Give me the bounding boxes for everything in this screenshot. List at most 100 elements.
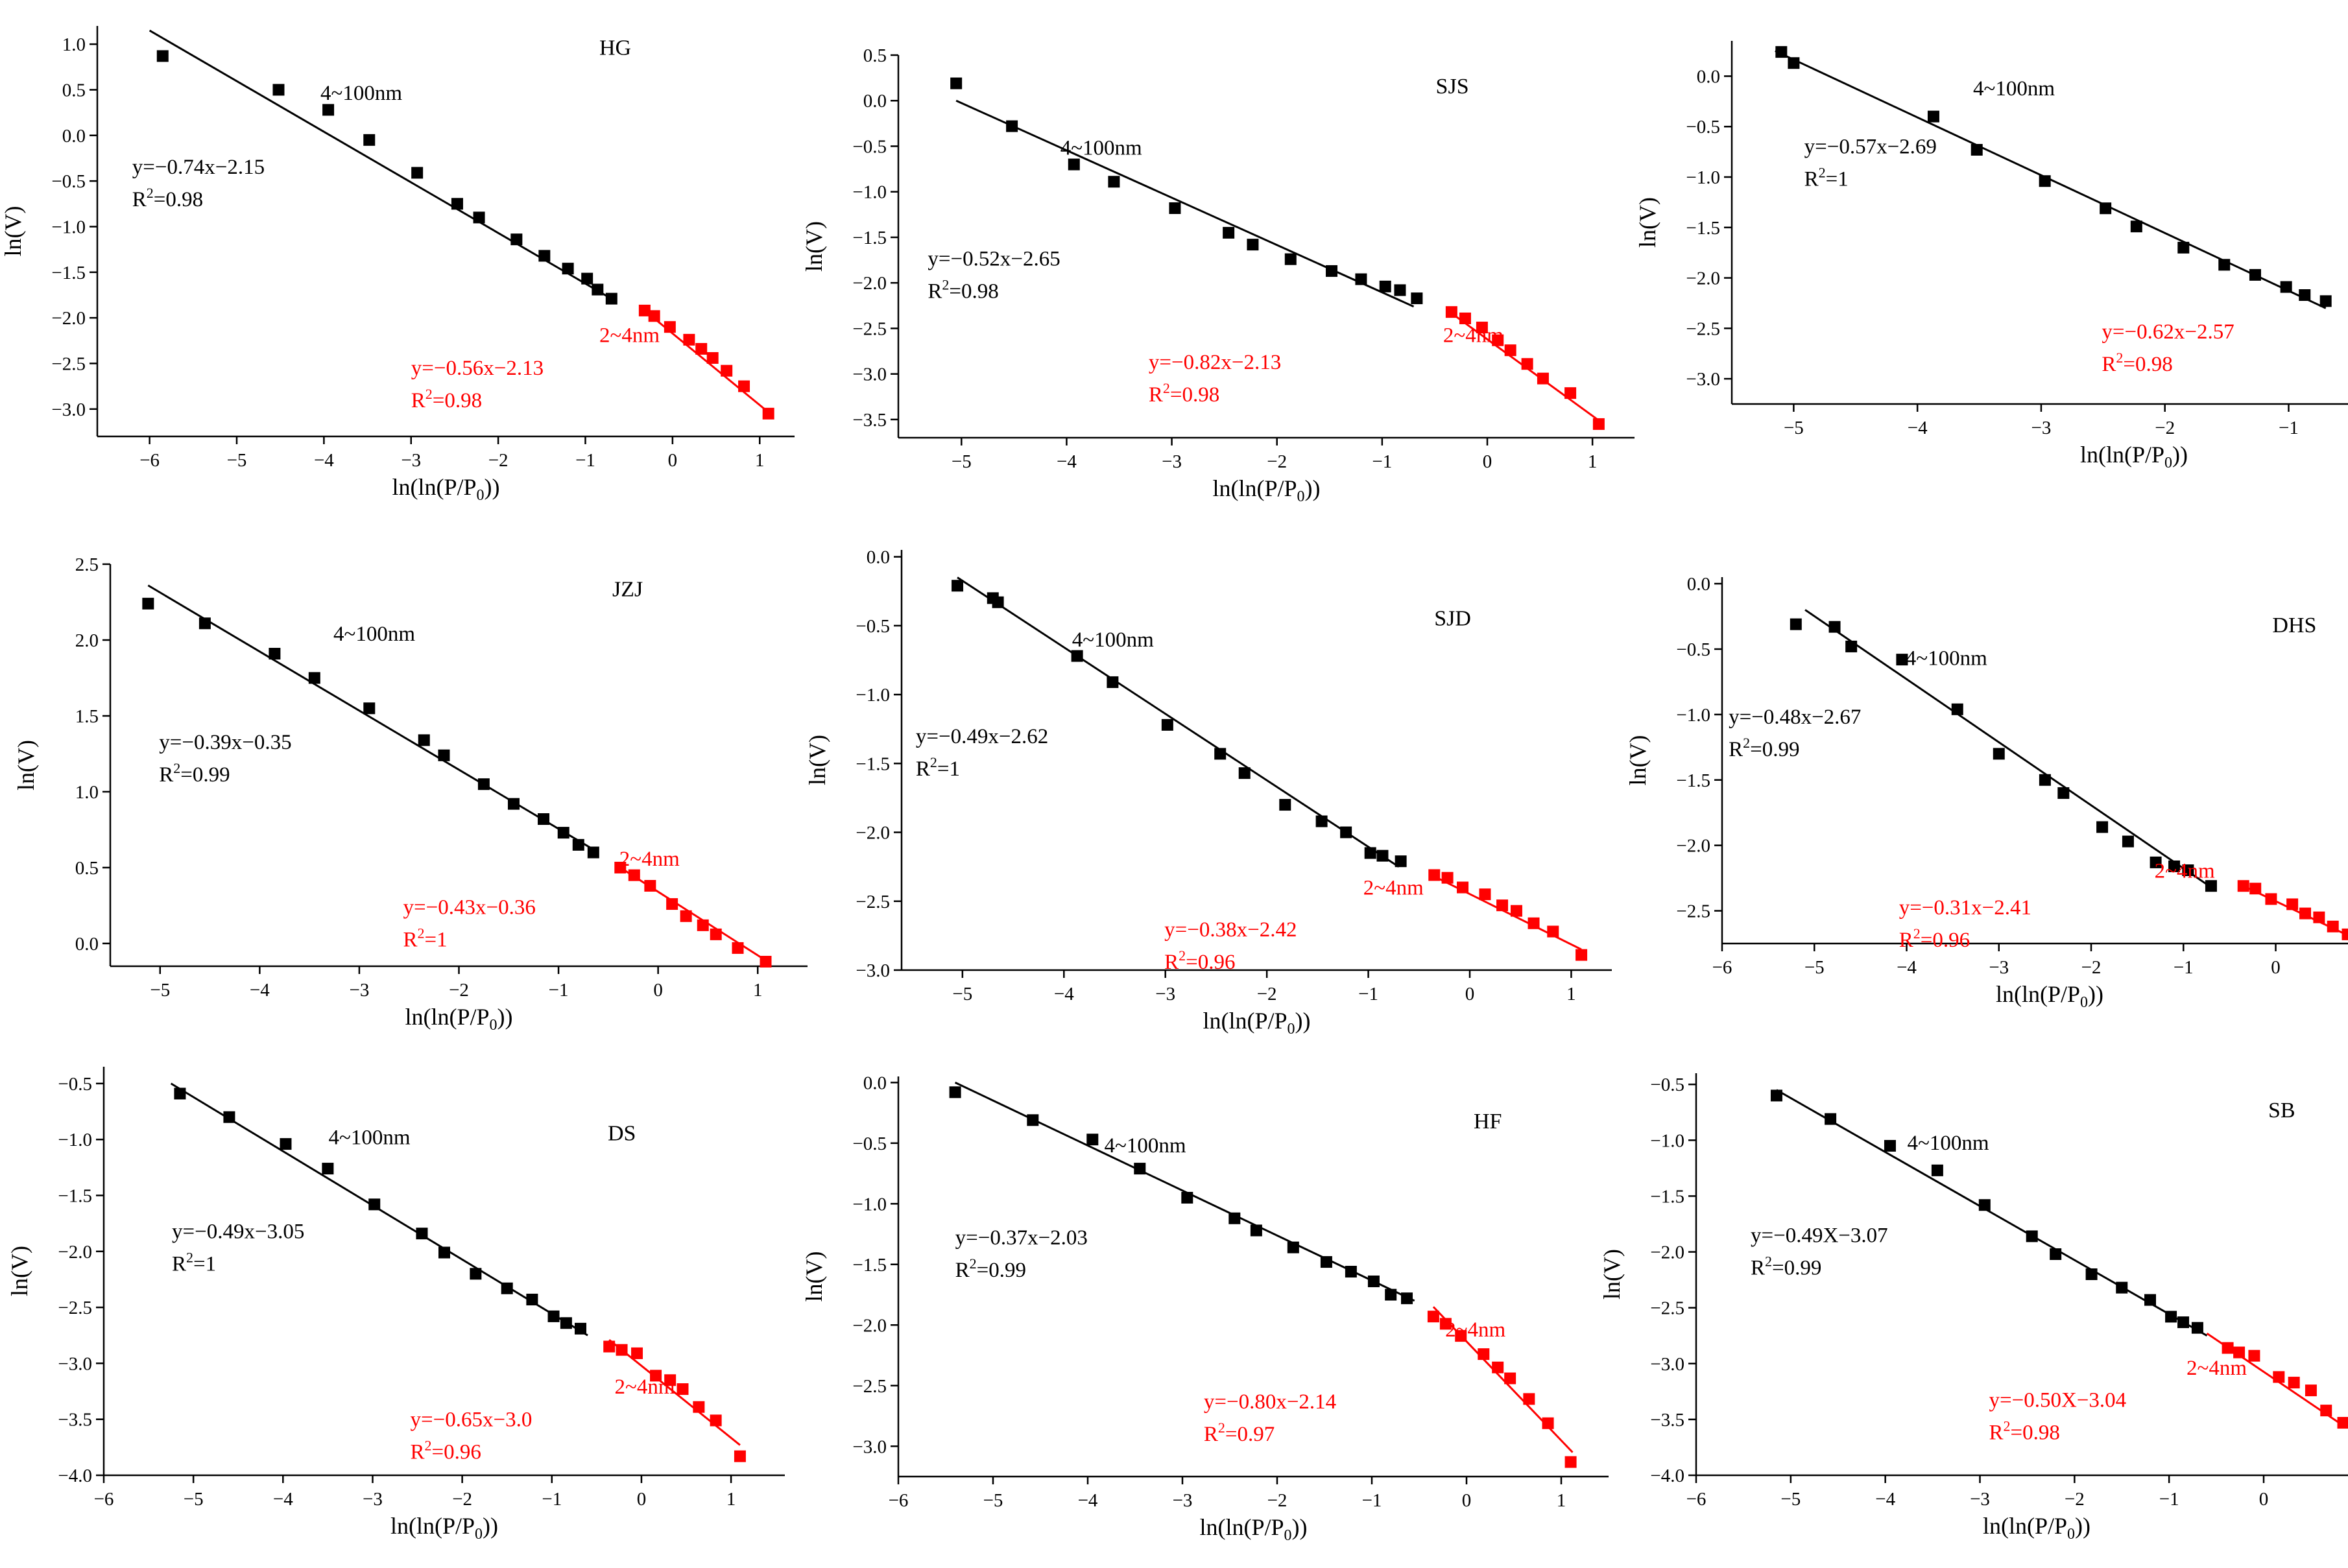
x-tick-label: −4: [1897, 957, 1917, 978]
black-fit-line: [149, 29, 610, 299]
black-data-point: [2150, 856, 2162, 868]
black-fit-line: [957, 576, 1400, 868]
red-data-point: [2342, 928, 2348, 940]
black-data-point: [557, 827, 569, 839]
chart-panel-dhs: −6−5−4−3−2−101−2.5−2.0−1.5−1.0−0.50.0ln(…: [1625, 574, 2348, 1011]
black-data-point: [2122, 835, 2134, 848]
red-data-point: [1439, 1318, 1452, 1330]
red-r-squared: R2=0.98: [2102, 350, 2172, 376]
black-data-point: [1068, 158, 1080, 171]
red-range-label: 2~4nm: [2155, 859, 2215, 883]
black-fit-equation: y=−0.48x−2.67: [1729, 706, 1861, 729]
black-fit-equation: y=−0.52x−2.65: [928, 248, 1060, 271]
x-tick-label: −3: [2031, 418, 2051, 438]
black-r-squared: R2=1: [1804, 165, 1849, 191]
red-data-point: [710, 1414, 722, 1427]
black-data-point: [416, 1228, 428, 1240]
y-tick-label: 2.0: [75, 630, 99, 651]
red-data-point: [734, 1450, 746, 1462]
chart-title: SJD: [1434, 607, 1471, 631]
x-tick-label: −5: [150, 980, 170, 1001]
x-axis-label: ln(ln(P/P0)): [1203, 1008, 1310, 1038]
black-data-point: [501, 1282, 513, 1294]
x-tick-label: −1: [1358, 984, 1378, 1004]
red-r-squared: R2=0.96: [1899, 925, 1970, 952]
x-tick-label: −2: [452, 1489, 472, 1510]
black-data-point: [1790, 618, 1802, 630]
y-tick-label: −1.5: [1650, 1186, 1684, 1207]
x-tick-label: −2: [1267, 1490, 1288, 1511]
black-data-point: [1411, 292, 1423, 305]
black-data-point: [363, 134, 376, 146]
black-data-point: [562, 263, 574, 275]
y-tick-label: −0.5: [1686, 117, 1720, 137]
x-tick-label: −2: [1267, 451, 1287, 472]
black-range-label: 4~100nm: [1060, 136, 1142, 160]
y-tick-label: −2.5: [1676, 901, 1710, 922]
x-tick-label: −1: [2279, 418, 2299, 438]
x-axis-label: ln(ln(P/P0)): [1983, 1513, 2090, 1543]
red-fit-equation: y=−0.50X−3.04: [1989, 1389, 2127, 1412]
y-axis-label: ln(V): [6, 1246, 32, 1296]
black-r-squared: R2=0.99: [1729, 735, 1799, 761]
black-fit-equation: y=−0.49x−2.62: [916, 725, 1048, 748]
black-data-point: [470, 1268, 482, 1280]
y-tick-label: −2.5: [852, 318, 887, 339]
black-data-point: [2205, 880, 2217, 892]
red-data-point: [738, 380, 750, 392]
red-fit-equation: y=−0.38x−2.42: [1164, 918, 1297, 942]
chart-title: HF: [1474, 1110, 1502, 1134]
black-data-point: [547, 1310, 560, 1322]
black-data-point: [605, 292, 617, 305]
black-data-point: [1395, 855, 1407, 868]
red-data-point: [666, 898, 678, 910]
y-axis-label: ln(V): [801, 221, 827, 272]
y-tick-label: −0.5: [51, 171, 86, 192]
black-range-label: 4~100nm: [1072, 628, 1154, 652]
y-tick-label: −0.5: [852, 136, 887, 157]
x-tick-label: 0: [1462, 1490, 1472, 1511]
red-fit-equation: y=−0.65x−3.0: [411, 1408, 533, 1431]
black-range-label: 4~100nm: [1973, 77, 2055, 101]
black-data-point: [1927, 110, 1939, 123]
x-tick-label: −5: [227, 450, 247, 471]
red-data-point: [1504, 1372, 1516, 1384]
black-data-point: [223, 1111, 235, 1123]
x-tick-label: −1: [549, 980, 569, 1001]
black-data-point: [1931, 1164, 1943, 1176]
black-data-point: [2182, 864, 2194, 876]
red-data-point: [644, 880, 656, 892]
red-data-point: [1521, 358, 1533, 370]
red-range-label: 2~4nm: [599, 324, 660, 347]
red-r-squared: R2=0.96: [1164, 947, 1235, 974]
red-r-squared: R2=0.98: [411, 386, 482, 412]
black-data-point: [1828, 621, 1841, 633]
y-tick-label: −1.0: [852, 1194, 887, 1215]
chart-panel-fz: −5−4−3−2−10−3.0−2.5−2.0−1.5−1.0−0.50.0ln…: [1635, 41, 2348, 471]
x-tick-label: 1: [726, 1489, 736, 1510]
black-data-point: [2165, 1311, 2177, 1323]
black-data-point: [1279, 799, 1291, 811]
red-data-point: [664, 321, 676, 333]
black-data-point: [2177, 241, 2190, 254]
black-data-point: [1223, 226, 1235, 239]
chart-panel-hg: −6 −5 −4 −3 −2 −1 0 1 −3.0 −2.5 −2.0 −1.5 −1.0 −0.5 0.…: [0, 26, 795, 504]
black-data-point: [174, 1087, 186, 1100]
x-axis-label: ln(ln(P/P0)): [1996, 981, 2103, 1011]
x-tick-label: −3: [349, 980, 369, 1001]
x-tick-label: −2: [2081, 957, 2102, 978]
chart-title: SB: [2268, 1099, 2295, 1123]
red-data-point: [680, 910, 692, 922]
y-tick-label: −1.5: [1686, 218, 1720, 239]
y-tick-label: 0.0: [62, 126, 86, 147]
black-data-point: [2050, 1248, 2062, 1260]
y-tick-label: −3.0: [852, 1436, 887, 1457]
black-data-point: [363, 702, 376, 715]
black-range-label: 4~100nm: [333, 623, 415, 646]
red-data-point: [1492, 334, 1504, 346]
x-tick-label: −4: [250, 980, 270, 1001]
x-tick-label: 0: [1483, 451, 1492, 472]
black-data-point: [572, 838, 584, 851]
x-tick-label: −1: [575, 450, 595, 471]
x-tick-label: 0: [1465, 984, 1475, 1004]
